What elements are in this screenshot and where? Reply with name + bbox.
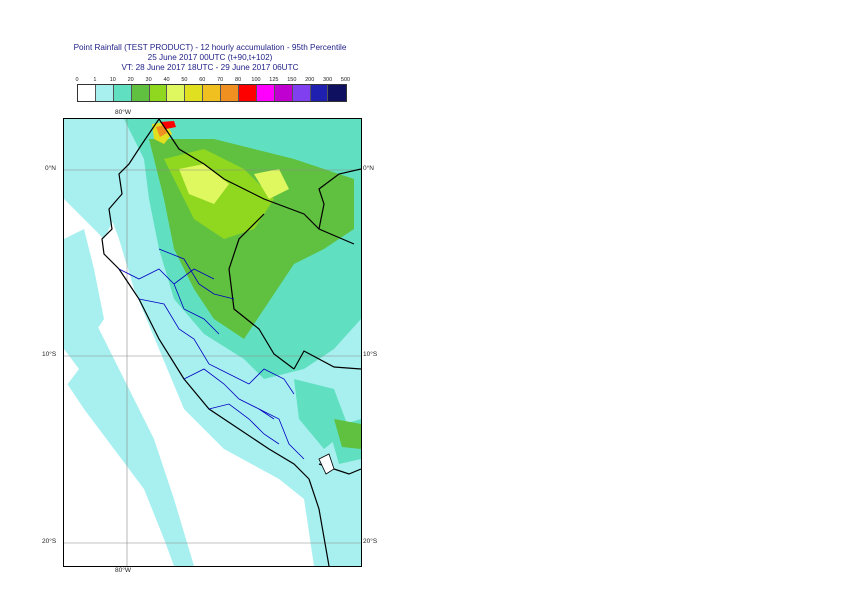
legend-swatch [149, 85, 168, 101]
lat-label-right-10: 10°S [363, 351, 378, 358]
rain-ocean-west [64, 229, 104, 349]
legend-tick-label: 30 [145, 77, 152, 83]
legend-swatch [221, 85, 240, 101]
rainfall-map [63, 118, 362, 567]
legend-colorbar [77, 84, 348, 102]
rainfall-map-svg [64, 119, 361, 566]
rainfall-field [64, 119, 361, 566]
legend-tick-label: 80 [235, 77, 242, 83]
title-line-1: Point Rainfall (TEST PRODUCT) - 12 hourl… [73, 43, 347, 52]
legend-tick-label: 500 [340, 77, 351, 83]
color-legend: 0 1 10 20 30 40 50 60 70 80 100 125 150 200 300 500 [75, 77, 351, 102]
lat-label-right-20: 20°S [363, 538, 378, 545]
map-title: Point Rainfall (TEST PRODUCT) - 12 hourl… [60, 43, 360, 74]
rain-none-sw [64, 379, 174, 566]
legend-swatch [95, 85, 114, 101]
legend-swatch [167, 85, 186, 101]
title-line-3: VT: 28 June 2017 18UTC - 29 June 2017 06… [121, 63, 299, 73]
legend-tick-label: 0 [75, 77, 79, 83]
legend-tick-label: 10 [109, 77, 116, 83]
legend-tick-label: 1 [93, 77, 97, 83]
lat-label-left-0: 0°N [45, 165, 56, 172]
legend-tick-label: 100 [251, 77, 261, 83]
lat-label-left-20: 20°S [42, 538, 57, 545]
legend-tick-label: 70 [217, 77, 224, 83]
legend-swatch [328, 85, 347, 101]
rain-band-70-80 [156, 125, 167, 137]
rain-band-80-100 [160, 121, 176, 129]
legend-swatch [274, 85, 293, 101]
lake-titicaca [318, 453, 335, 475]
legend-tick-label: 20 [127, 77, 134, 83]
graticule [64, 119, 361, 566]
country-borders [101, 119, 361, 566]
legend-swatch [131, 85, 150, 101]
legend-tick-label: 60 [199, 77, 206, 83]
lat-label-left-10: 10°S [42, 351, 57, 358]
lon-label-top: 80°W [115, 109, 131, 116]
legend-swatch [78, 85, 96, 101]
legend-tick-label: 125 [269, 77, 279, 83]
legend-tick-row: 0 1 10 20 30 40 50 60 70 80 100 125 150 200 300 500 [75, 77, 351, 85]
title-line-2: 25 June 2017 00UTC (t+90,t+102) [147, 53, 273, 63]
lat-label-right-0: 0°N [363, 165, 374, 172]
legend-swatch [310, 85, 329, 101]
rain-ocean-nw [64, 119, 119, 239]
legend-tick-label: 40 [163, 77, 170, 83]
legend-swatch [203, 85, 222, 101]
legend-tick-label: 150 [287, 77, 297, 83]
regional-borders [118, 248, 305, 460]
legend-swatch [292, 85, 311, 101]
legend-tick-label: 50 [181, 77, 188, 83]
legend-swatch [256, 85, 275, 101]
legend-swatch [239, 85, 257, 101]
legend-tick-label: 300 [323, 77, 333, 83]
legend-tick-label: 200 [305, 77, 315, 83]
lon-label-bottom: 80°W [115, 567, 131, 574]
legend-swatch [113, 85, 132, 101]
legend-swatch [185, 85, 204, 101]
